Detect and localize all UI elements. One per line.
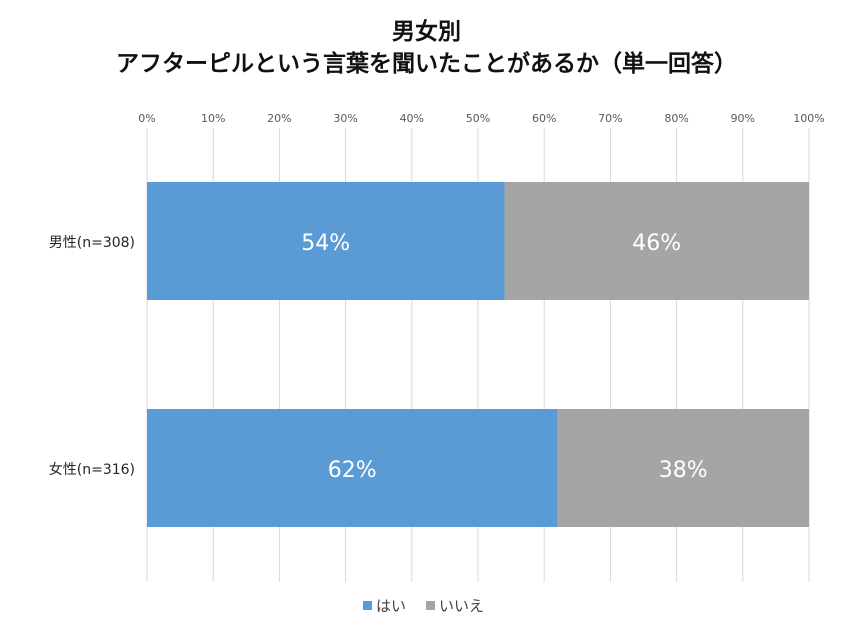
category-label: 男性(n=308) xyxy=(49,235,135,251)
data-label: 38% xyxy=(659,458,708,483)
x-tick-label: 60% xyxy=(532,112,556,125)
x-tick-label: 50% xyxy=(466,112,490,125)
bar-segment xyxy=(147,182,505,300)
x-tick-label: 20% xyxy=(267,112,291,125)
x-tick-label: 30% xyxy=(333,112,357,125)
bar-segment xyxy=(504,182,809,300)
chart-title-line1: 男女別 xyxy=(392,19,461,45)
legend-label: はい xyxy=(376,597,406,615)
legend-swatch xyxy=(426,601,435,610)
x-tick-label: 0% xyxy=(138,112,155,125)
bar-segment xyxy=(557,409,809,527)
category-label: 女性(n=316) xyxy=(49,461,135,478)
x-tick-label: 40% xyxy=(400,112,424,125)
chart-title-line2: アフターピルという言葉を聞いたことがあるか（単一回答） xyxy=(116,51,737,77)
x-tick-label: 70% xyxy=(598,112,622,125)
x-tick-label: 80% xyxy=(664,112,688,125)
data-label: 54% xyxy=(301,231,350,256)
bar-segment xyxy=(147,409,558,527)
x-tick-label: 90% xyxy=(731,112,755,125)
x-tick-label: 10% xyxy=(201,112,225,125)
legend-swatch xyxy=(363,601,372,610)
data-label: 46% xyxy=(632,231,681,256)
data-label: 62% xyxy=(328,458,377,483)
x-tick-label: 100% xyxy=(793,112,824,125)
legend-label: いいえ xyxy=(439,597,484,615)
